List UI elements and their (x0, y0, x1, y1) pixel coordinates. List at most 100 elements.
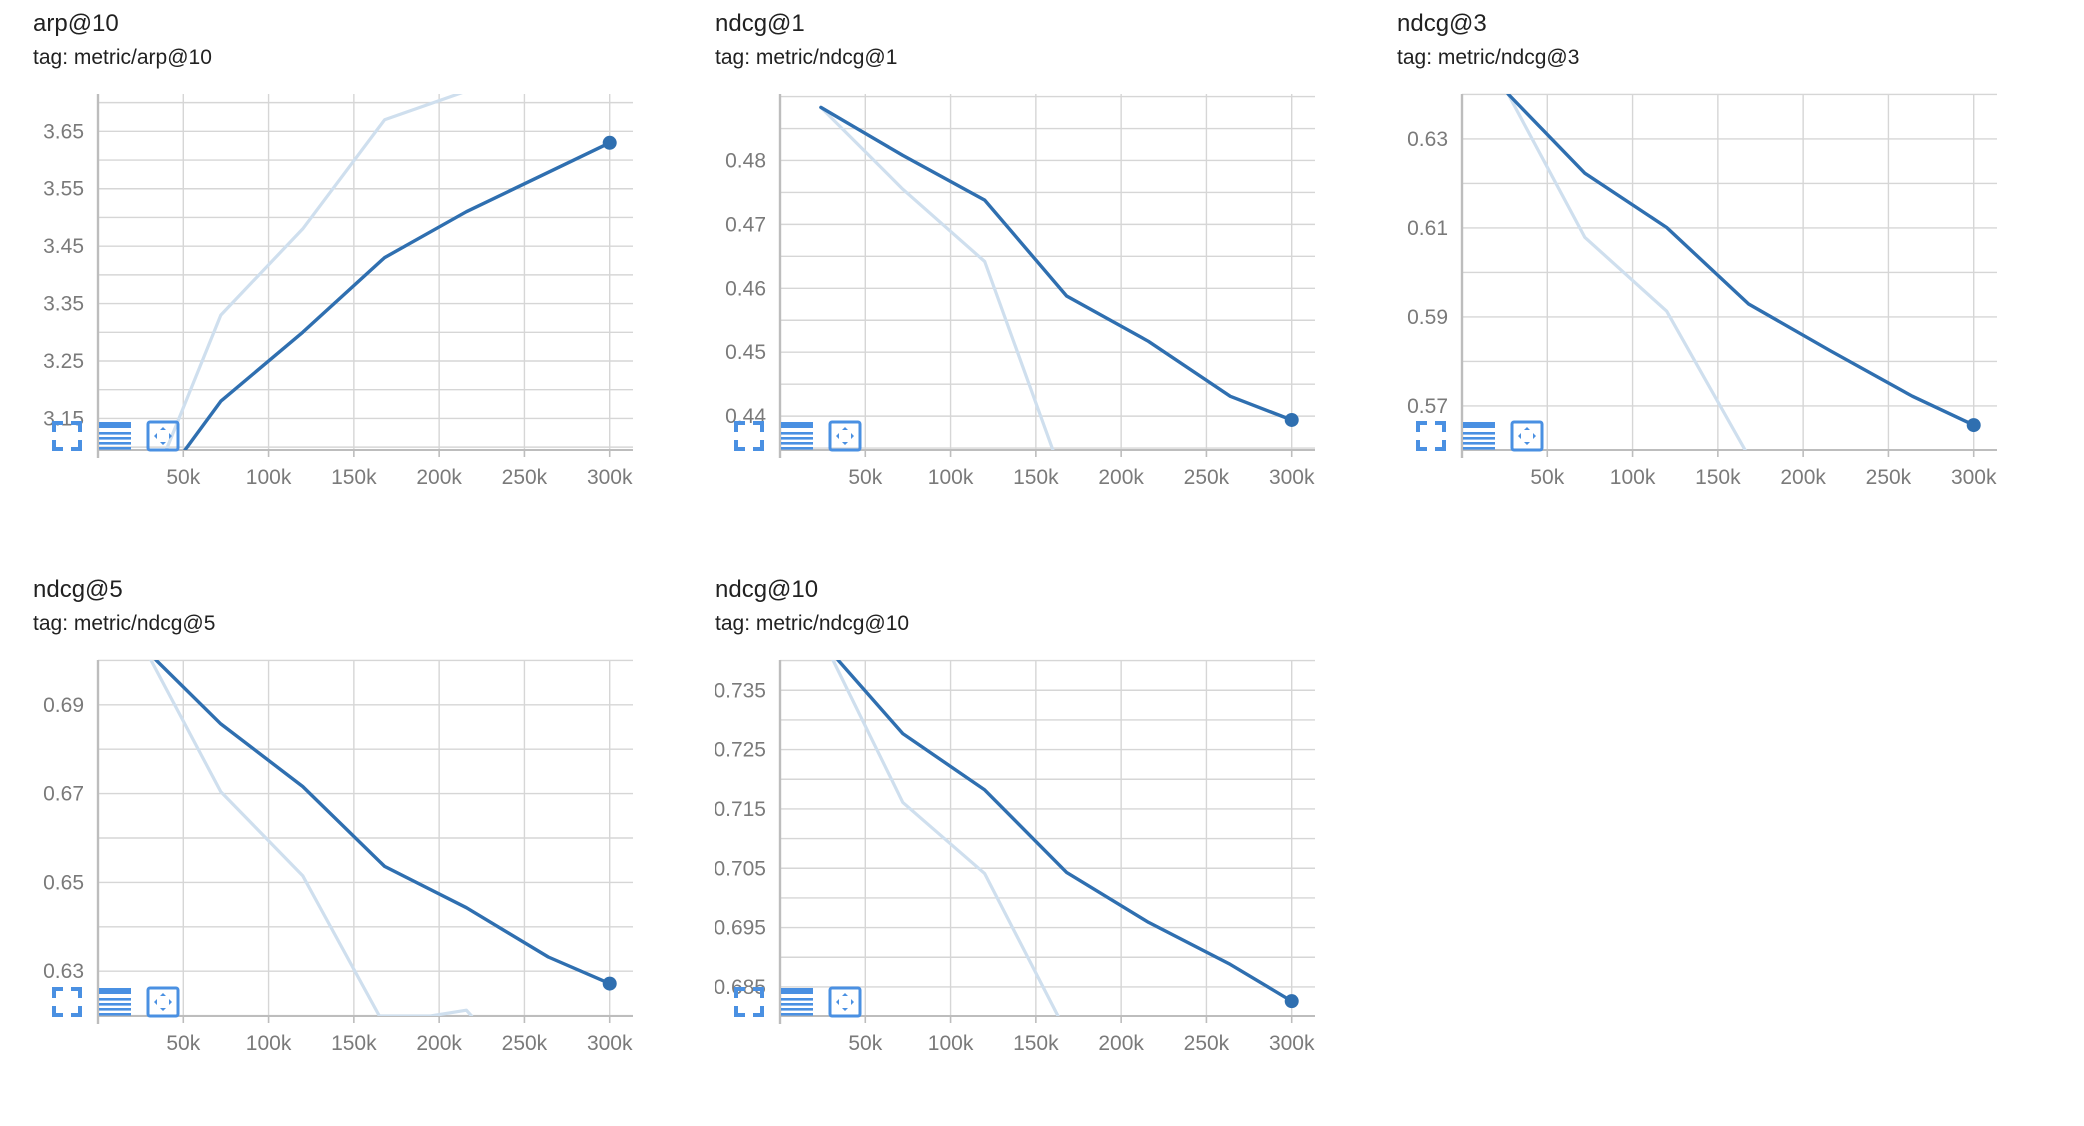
y-tick-label: 0.63 (1407, 128, 1448, 151)
y-tick-label: 0.705 (715, 857, 766, 880)
x-tick-label: 200k (1098, 1032, 1144, 1055)
y-tick-label: 0.69 (43, 694, 84, 717)
chart-tag: tag: metric/ndcg@1 (715, 46, 898, 69)
grid (98, 659, 633, 1017)
raw-series-line (831, 660, 1060, 1016)
x-tick-label: 100k (246, 1032, 292, 1055)
chart-tag: tag: metric/ndcg@3 (1397, 46, 1580, 69)
grid (98, 94, 633, 450)
scalar-card-ndcg-10: ndcg@10 tag: metric/ndcg@10 0.685 0.695 0.70… (715, 566, 1315, 1126)
chart-tag: tag: metric/ndcg@10 (715, 612, 910, 635)
fit-domain-icon (146, 420, 180, 452)
data-table-icon (99, 988, 131, 1016)
scalar-card-ndcg-5: ndcg@5 tag: metric/ndcg@5 0.63 0.65 0.67 0.69… (33, 566, 633, 1126)
fit-domain-button[interactable] (823, 416, 867, 456)
x-tick-label: 200k (1098, 466, 1144, 489)
x-tick-label: 150k (1695, 466, 1741, 489)
scalar-card-ndcg-1: ndcg@1 tag: metric/ndcg@1 0.44 0.45 0.46 0.47… (715, 0, 1315, 560)
smoothed-series-line (819, 105, 1294, 422)
grid (1462, 93, 1997, 450)
chart-title: ndcg@3 (1397, 10, 1487, 37)
scalar-card-ndcg-3: ndcg@3 tag: metric/ndcg@3 0.57 0.59 0.61 0.63… (1397, 0, 1997, 560)
y-tick-label: 0.45 (725, 341, 766, 364)
x-tick-label: 100k (928, 1032, 974, 1055)
x-tick-label: 200k (416, 1032, 462, 1055)
toggle-data-table-button[interactable] (1457, 416, 1501, 456)
smoothed-series-line (1506, 94, 1976, 427)
y-tick-label: 3.55 (43, 178, 84, 201)
toggle-data-table-button[interactable] (775, 416, 819, 456)
x-tick-label: 100k (1610, 466, 1656, 489)
x-tick-label: 150k (331, 466, 377, 489)
x-tick-label: 300k (1951, 466, 1997, 489)
fullscreen-icon (52, 421, 82, 451)
chart-plot[interactable]: 0.63 0.65 0.67 0.69 50k 100k 150k 200k 250k 300k (33, 654, 633, 1094)
y-tick-label: 0.63 (43, 960, 84, 983)
y-tick-label: 0.65 (43, 871, 84, 894)
data-table-icon (781, 988, 813, 1016)
x-tick-label: 50k (166, 1032, 200, 1055)
chart-plot[interactable]: 0.57 0.59 0.61 0.63 50k 100k 150k 200k 250k 300k (1397, 88, 1997, 528)
x-tick-label: 250k (502, 466, 548, 489)
x-tick-label: 250k (1184, 1032, 1230, 1055)
smoothed-series-line (836, 660, 1294, 1003)
toggle-data-table-button[interactable] (775, 982, 819, 1022)
fullscreen-icon (734, 987, 764, 1017)
x-tick-label: 100k (928, 466, 974, 489)
fullscreen-button[interactable] (45, 982, 89, 1022)
x-tick-label: 50k (848, 466, 882, 489)
smoothed-series-line (154, 660, 612, 986)
x-tick-label: 200k (416, 466, 462, 489)
fullscreen-button[interactable] (727, 982, 771, 1022)
y-tick-label: 0.725 (715, 739, 766, 762)
y-tick-label: 0.48 (725, 149, 766, 172)
last-value-point[interactable] (602, 135, 617, 150)
y-tick-label: 0.715 (715, 798, 766, 821)
fit-domain-icon (1510, 420, 1544, 452)
fit-domain-button[interactable] (823, 982, 867, 1022)
fullscreen-icon (1416, 421, 1446, 451)
x-tick-label: 50k (166, 466, 200, 489)
chart-title: ndcg@5 (33, 576, 123, 603)
y-tick-label: 3.35 (43, 293, 84, 316)
fullscreen-button[interactable] (727, 416, 771, 456)
last-value-point[interactable] (1966, 418, 1981, 433)
fit-domain-icon (146, 986, 180, 1018)
fit-domain-button[interactable] (141, 416, 185, 456)
x-tick-label: 300k (1269, 466, 1315, 489)
fit-domain-button[interactable] (141, 982, 185, 1022)
x-tick-label: 250k (1184, 466, 1230, 489)
y-tick-label: 0.47 (725, 213, 766, 236)
toggle-data-table-button[interactable] (93, 416, 137, 456)
last-value-point[interactable] (1284, 994, 1299, 1009)
y-tick-label: 3.25 (43, 350, 84, 373)
y-tick-label: 0.735 (715, 679, 766, 702)
grid (780, 94, 1315, 450)
x-tick-label: 150k (1013, 1032, 1059, 1055)
x-tick-label: 300k (1269, 1032, 1315, 1055)
fullscreen-button[interactable] (45, 416, 89, 456)
toggle-data-table-button[interactable] (93, 982, 137, 1022)
fit-domain-icon (828, 986, 862, 1018)
x-tick-label: 150k (1013, 466, 1059, 489)
last-value-point[interactable] (602, 976, 617, 991)
chart-tag: tag: metric/arp@10 (33, 46, 212, 69)
chart-title: ndcg@10 (715, 576, 819, 603)
y-tick-label: 0.57 (1407, 395, 1448, 418)
y-tick-label: 3.65 (43, 120, 84, 143)
scalar-card-arp-10: arp@10 tag: metric/arp@10 3.15 3.25 3.35 3.45… (33, 0, 633, 560)
data-table-icon (1463, 422, 1495, 450)
last-value-point[interactable] (1284, 412, 1299, 427)
fit-domain-button[interactable] (1505, 416, 1549, 456)
x-tick-label: 150k (331, 1032, 377, 1055)
x-tick-label: 300k (587, 1032, 633, 1055)
raw-series-line (819, 105, 1055, 450)
fit-domain-icon (828, 420, 862, 452)
x-tick-label: 100k (246, 466, 292, 489)
fullscreen-button[interactable] (1409, 416, 1453, 456)
x-tick-label: 50k (848, 1032, 882, 1055)
